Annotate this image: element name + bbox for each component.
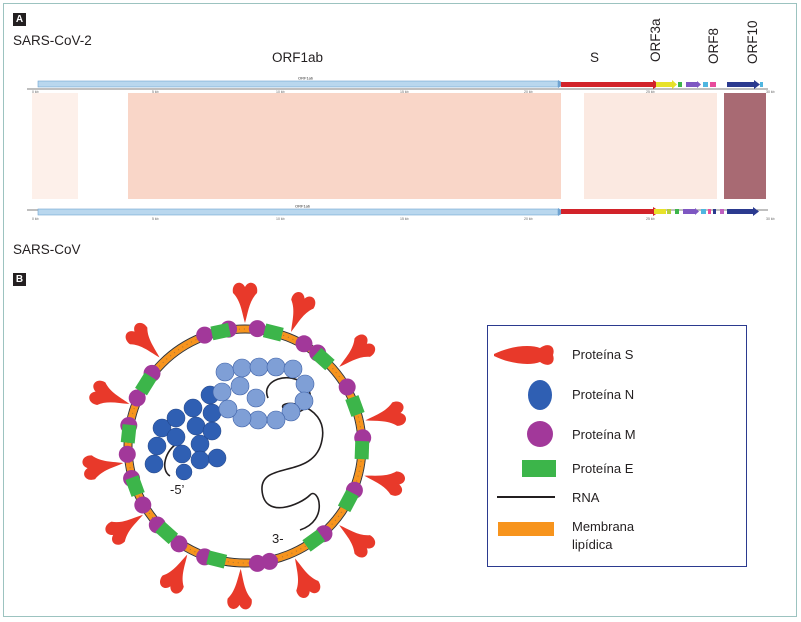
- genome-comparison-graphic: ORF1ab 0 kb 5 kb 10 kb 15 kb 20 kb 25 kb…: [27, 76, 775, 221]
- figure-frame: [3, 3, 797, 617]
- similarity-block-s: [584, 93, 717, 199]
- similarity-block-orf1ab: [128, 93, 561, 199]
- panel-a-tag: A: [13, 13, 26, 26]
- e-protein-icon: [522, 460, 556, 477]
- svg-text:10 kb: 10 kb: [276, 217, 285, 221]
- similarity-block-orf10: [724, 93, 766, 199]
- panel-b-tag: B: [13, 273, 26, 286]
- svg-text:20 kb: 20 kb: [524, 90, 533, 94]
- orf1ab-gene-label: ORF1ab: [272, 50, 324, 65]
- svg-text:15 kb: 15 kb: [400, 217, 409, 221]
- n-protein-icon: [528, 380, 552, 410]
- m-protein-icon: [527, 421, 553, 447]
- svg-text:15 kb: 15 kb: [400, 90, 409, 94]
- svg-text:25 kb: 25 kb: [646, 90, 655, 94]
- svg-text:0 kb: 0 kb: [32, 217, 39, 221]
- legend-label-membrane: Membrana lipídica: [572, 519, 635, 552]
- legend-label-n: Proteína N: [572, 387, 635, 402]
- svg-text:10 kb: 10 kb: [276, 90, 285, 94]
- legend-label-e: Proteína E: [572, 461, 634, 476]
- membrane-icon: [498, 522, 554, 536]
- top-n-bar: [727, 82, 754, 87]
- legend-label-s: Proteína S: [572, 347, 634, 362]
- svg-text:5 kb: 5 kb: [152, 90, 159, 94]
- top-s-bar: [561, 82, 653, 87]
- svg-text:5 kb: 5 kb: [152, 217, 159, 221]
- sars-cov-label: SARS-CoV: [13, 242, 81, 257]
- legend-label-rna: RNA: [572, 490, 600, 505]
- legend-box: [487, 325, 747, 567]
- s-gene-label: S: [590, 50, 600, 65]
- svg-text:20 kb: 20 kb: [524, 217, 533, 221]
- sars-cov-2-label: SARS-CoV-2: [13, 33, 92, 48]
- top-orf1ab-small-label: ORF1ab: [298, 76, 314, 81]
- svg-text:25 kb: 25 kb: [646, 217, 655, 221]
- svg-text:30 kb: 30 kb: [766, 217, 775, 221]
- similarity-block-1: [32, 93, 78, 199]
- spike-icon: [494, 345, 554, 365]
- legend-label-m: Proteína M: [572, 427, 636, 442]
- bottom-s-bar: [561, 209, 653, 214]
- svg-text:30 kb: 30 kb: [766, 90, 775, 94]
- svg-text:0 kb: 0 kb: [32, 90, 39, 94]
- svg-text:ORF1ab: ORF1ab: [295, 204, 311, 209]
